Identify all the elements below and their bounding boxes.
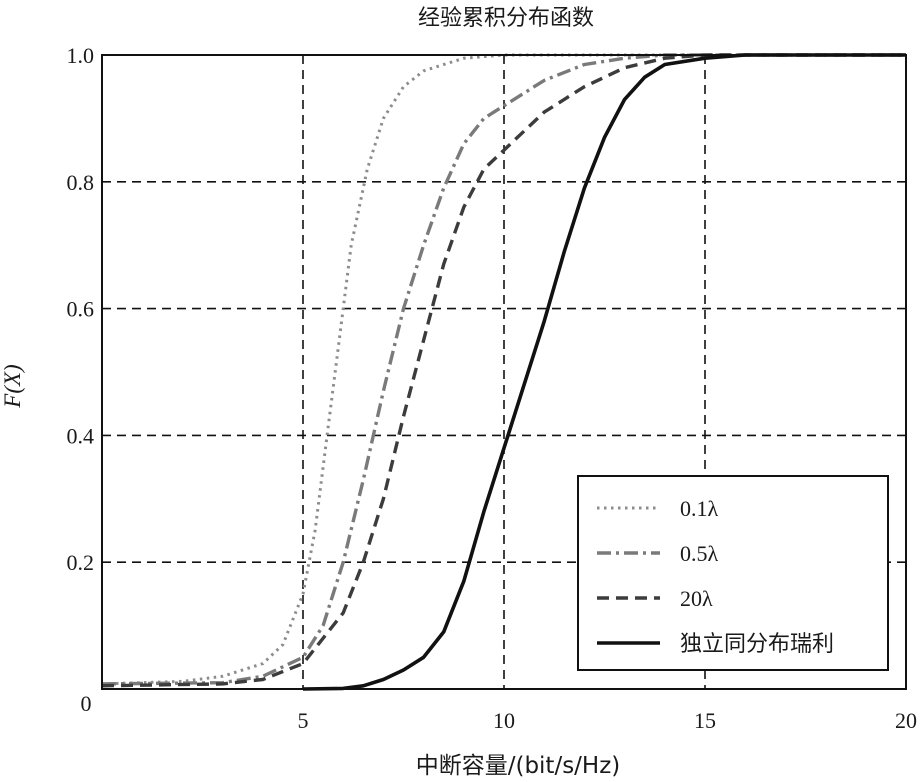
y-tick-label: 0.6 <box>67 297 95 322</box>
y-tick-label: 0.2 <box>67 550 95 575</box>
x-axis-label: 中断容量/(bit/s/Hz) <box>416 753 621 779</box>
legend-label: 独立同分布瑞利 <box>680 632 834 657</box>
series-line <box>302 53 906 691</box>
x-tick-label: 20 <box>895 708 917 733</box>
chart-title: 经验累积分布函数 <box>418 6 594 31</box>
series-line <box>101 53 906 686</box>
x-tick-label: 10 <box>493 708 515 733</box>
legend-label: 20λ <box>680 586 713 611</box>
legend-label: 0.1λ <box>680 496 719 521</box>
origin-tick-label: 0 <box>81 691 92 716</box>
series-group <box>101 53 906 691</box>
series-line <box>101 53 906 686</box>
x-tick-label: 15 <box>694 708 716 733</box>
y-tick-label: 1.0 <box>67 43 95 68</box>
legend-label: 0.5λ <box>680 541 719 566</box>
tick-labels: 5 10 15 20 0 0.2 0.4 0.6 0.8 1.0 <box>67 43 918 733</box>
plot-frame <box>101 54 907 690</box>
series-line <box>101 53 906 688</box>
legend-box <box>577 475 889 671</box>
y-axis-label: F(X) <box>0 364 25 408</box>
y-tick-label: 0.8 <box>67 170 95 195</box>
legend: 0.1λ 0.5λ 20λ 独立同分布瑞利 <box>577 475 889 671</box>
y-tick-label: 0.4 <box>67 423 95 448</box>
x-tick-label: 5 <box>298 708 309 733</box>
